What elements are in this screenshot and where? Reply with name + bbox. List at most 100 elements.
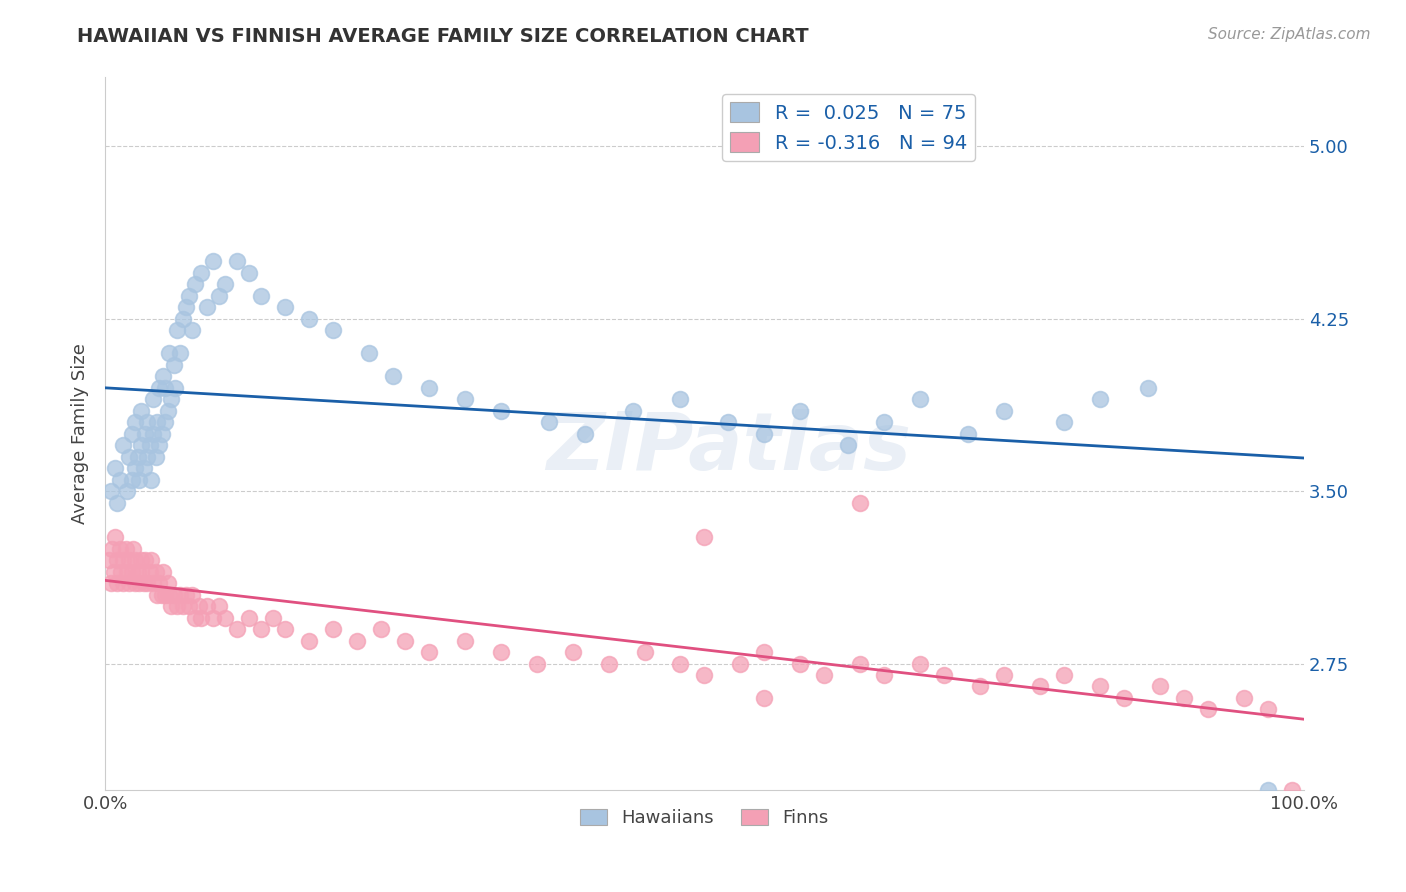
Point xyxy=(1088,680,1111,694)
Point xyxy=(322,323,344,337)
Point xyxy=(166,323,188,337)
Point xyxy=(754,426,776,441)
Point xyxy=(104,530,127,544)
Point xyxy=(121,473,143,487)
Point xyxy=(112,553,135,567)
Point xyxy=(148,576,170,591)
Point xyxy=(121,426,143,441)
Point xyxy=(993,403,1015,417)
Point xyxy=(1088,392,1111,407)
Point xyxy=(957,426,980,441)
Point xyxy=(180,588,202,602)
Point xyxy=(172,311,194,326)
Point xyxy=(489,645,512,659)
Point xyxy=(208,289,231,303)
Point xyxy=(693,668,716,682)
Point xyxy=(1136,381,1159,395)
Point xyxy=(152,369,174,384)
Point xyxy=(115,565,138,579)
Point xyxy=(124,576,146,591)
Point xyxy=(1257,702,1279,716)
Point xyxy=(118,576,141,591)
Point xyxy=(157,588,180,602)
Point xyxy=(105,553,128,567)
Point xyxy=(1233,690,1256,705)
Point xyxy=(162,358,184,372)
Point xyxy=(934,668,956,682)
Point xyxy=(370,622,392,636)
Point xyxy=(127,450,149,464)
Text: Source: ZipAtlas.com: Source: ZipAtlas.com xyxy=(1208,27,1371,42)
Point xyxy=(238,610,260,624)
Point xyxy=(129,403,152,417)
Point xyxy=(124,415,146,429)
Point xyxy=(754,690,776,705)
Point xyxy=(454,392,477,407)
Point xyxy=(849,495,872,509)
Point xyxy=(153,415,176,429)
Point xyxy=(1029,680,1052,694)
Y-axis label: Average Family Size: Average Family Size xyxy=(72,343,89,524)
Point xyxy=(115,484,138,499)
Point xyxy=(1281,783,1303,797)
Point xyxy=(849,657,872,671)
Point xyxy=(187,599,209,613)
Point xyxy=(169,346,191,360)
Point xyxy=(526,657,548,671)
Point xyxy=(145,450,167,464)
Point xyxy=(100,576,122,591)
Point xyxy=(190,266,212,280)
Point xyxy=(157,346,180,360)
Point xyxy=(754,645,776,659)
Point xyxy=(1257,783,1279,797)
Point xyxy=(274,300,297,314)
Point xyxy=(1053,415,1076,429)
Point xyxy=(202,610,225,624)
Point xyxy=(124,553,146,567)
Point xyxy=(1173,690,1195,705)
Point xyxy=(813,668,835,682)
Point xyxy=(298,311,321,326)
Point xyxy=(160,392,183,407)
Point xyxy=(142,576,165,591)
Point xyxy=(166,599,188,613)
Point xyxy=(561,645,583,659)
Point xyxy=(789,657,811,671)
Point xyxy=(250,289,273,303)
Point xyxy=(132,461,155,475)
Point xyxy=(112,576,135,591)
Point xyxy=(202,254,225,268)
Point xyxy=(128,576,150,591)
Point xyxy=(837,438,859,452)
Point xyxy=(184,610,207,624)
Point xyxy=(633,645,655,659)
Point xyxy=(418,381,440,395)
Point xyxy=(717,415,740,429)
Point xyxy=(908,392,931,407)
Text: ZIPatlas: ZIPatlas xyxy=(546,409,911,487)
Point xyxy=(177,599,200,613)
Point xyxy=(145,565,167,579)
Point xyxy=(142,426,165,441)
Point xyxy=(132,576,155,591)
Point xyxy=(226,254,249,268)
Text: HAWAIIAN VS FINNISH AVERAGE FAMILY SIZE CORRELATION CHART: HAWAIIAN VS FINNISH AVERAGE FAMILY SIZE … xyxy=(77,27,808,45)
Point xyxy=(537,415,560,429)
Legend: Hawaiians, Finns: Hawaiians, Finns xyxy=(572,802,837,834)
Point xyxy=(114,541,136,556)
Point xyxy=(108,473,131,487)
Point xyxy=(138,438,160,452)
Point xyxy=(129,553,152,567)
Point xyxy=(134,553,156,567)
Point xyxy=(489,403,512,417)
Point xyxy=(163,381,186,395)
Point xyxy=(873,415,896,429)
Point xyxy=(454,633,477,648)
Point xyxy=(1197,702,1219,716)
Point xyxy=(105,495,128,509)
Point xyxy=(160,599,183,613)
Point xyxy=(394,633,416,648)
Point xyxy=(214,610,236,624)
Point xyxy=(150,426,173,441)
Point xyxy=(127,565,149,579)
